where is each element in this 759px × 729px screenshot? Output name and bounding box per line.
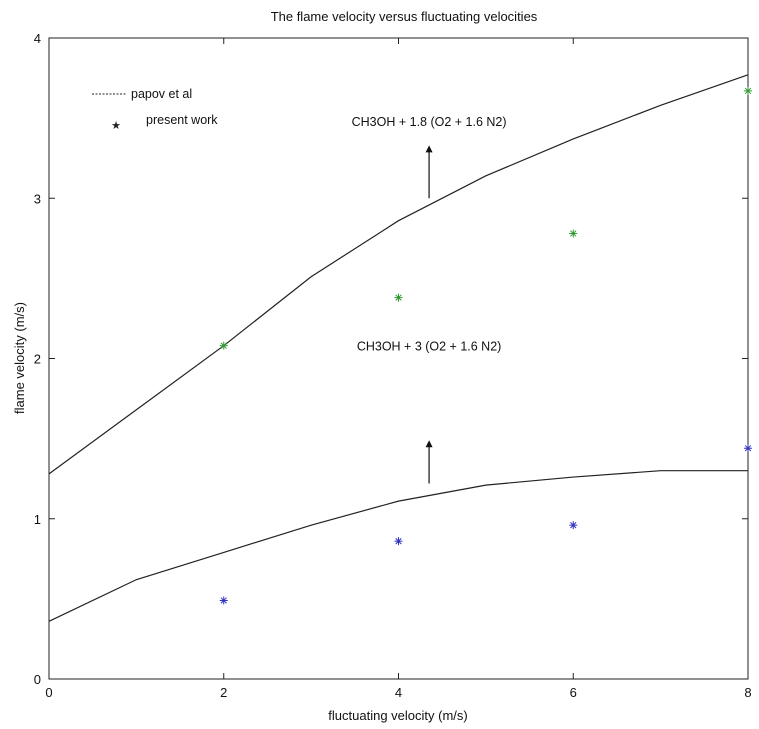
x-axis-label: fluctuating velocity (m/s) bbox=[328, 708, 467, 723]
data-point bbox=[744, 444, 752, 453]
annotation-arrow bbox=[425, 145, 433, 199]
data-point bbox=[219, 341, 228, 350]
data-point bbox=[219, 596, 228, 605]
legend-label-papov: papov et al bbox=[131, 87, 192, 101]
annotation-label: CH3OH + 3 (O2 + 1.6 N2) bbox=[357, 339, 502, 353]
axis-ticks: 0 2 4 6 8 0 1 2 3 4 bbox=[34, 31, 752, 700]
series-points bbox=[219, 86, 752, 605]
legend-label-present-work: present work bbox=[146, 113, 218, 127]
y-tick-label: 4 bbox=[34, 31, 41, 46]
data-point bbox=[394, 293, 403, 302]
x-tick-label: 6 bbox=[570, 685, 577, 700]
chart-title: The flame velocity versus fluctuating ve… bbox=[271, 9, 538, 24]
data-point bbox=[744, 86, 752, 95]
series-line-1 bbox=[48, 470, 748, 622]
y-tick-label: 0 bbox=[34, 672, 41, 687]
legend: papov et al ★ present work bbox=[92, 87, 218, 132]
y-axis-label: flame velocity (m/s) bbox=[12, 302, 27, 414]
y-tick-label: 1 bbox=[34, 512, 41, 527]
series-lines bbox=[48, 74, 749, 622]
data-point bbox=[569, 229, 578, 238]
data-point bbox=[394, 537, 403, 546]
x-tick-label: 4 bbox=[395, 685, 402, 700]
y-tick-label: 3 bbox=[34, 191, 41, 206]
data-point bbox=[569, 521, 578, 530]
y-tick-label: 2 bbox=[34, 352, 41, 367]
x-tick-label: 8 bbox=[744, 685, 751, 700]
annotation-label: CH3OH + 1.8 (O2 + 1.6 N2) bbox=[352, 115, 507, 129]
series-line-0 bbox=[48, 74, 749, 475]
legend-star-icon: ★ bbox=[111, 119, 121, 132]
x-tick-label: 2 bbox=[220, 685, 227, 700]
annotations: CH3OH + 1.8 (O2 + 1.6 N2) CH3OH + 3 (O2 +… bbox=[352, 115, 507, 484]
x-tick-label: 0 bbox=[45, 685, 52, 700]
annotation-arrow bbox=[425, 440, 433, 484]
plot-frame bbox=[48, 37, 749, 680]
